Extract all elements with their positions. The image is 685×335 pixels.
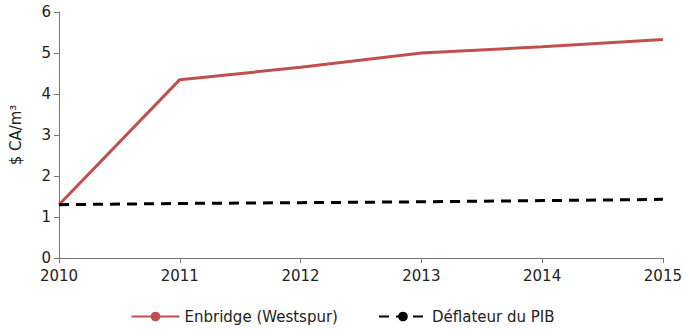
svg-text:3: 3 (41, 126, 51, 144)
svg-text:$ CA/m³: $ CA/m³ (7, 105, 25, 166)
svg-text:2011: 2011 (161, 267, 199, 285)
svg-text:6: 6 (41, 3, 51, 21)
svg-text:2014: 2014 (523, 267, 561, 285)
svg-text:4: 4 (41, 85, 51, 103)
svg-text:1: 1 (41, 208, 51, 226)
svg-text:0: 0 (41, 249, 51, 267)
svg-text:5: 5 (41, 44, 51, 62)
svg-text:Enbridge (Westspur): Enbridge (Westspur) (185, 308, 338, 326)
svg-text:2013: 2013 (402, 267, 440, 285)
svg-text:Déflateur du PIB: Déflateur du PIB (432, 308, 555, 326)
svg-text:2015: 2015 (644, 267, 682, 285)
svg-text:2: 2 (41, 167, 51, 185)
svg-text:2010: 2010 (40, 267, 78, 285)
svg-text:2012: 2012 (281, 267, 319, 285)
